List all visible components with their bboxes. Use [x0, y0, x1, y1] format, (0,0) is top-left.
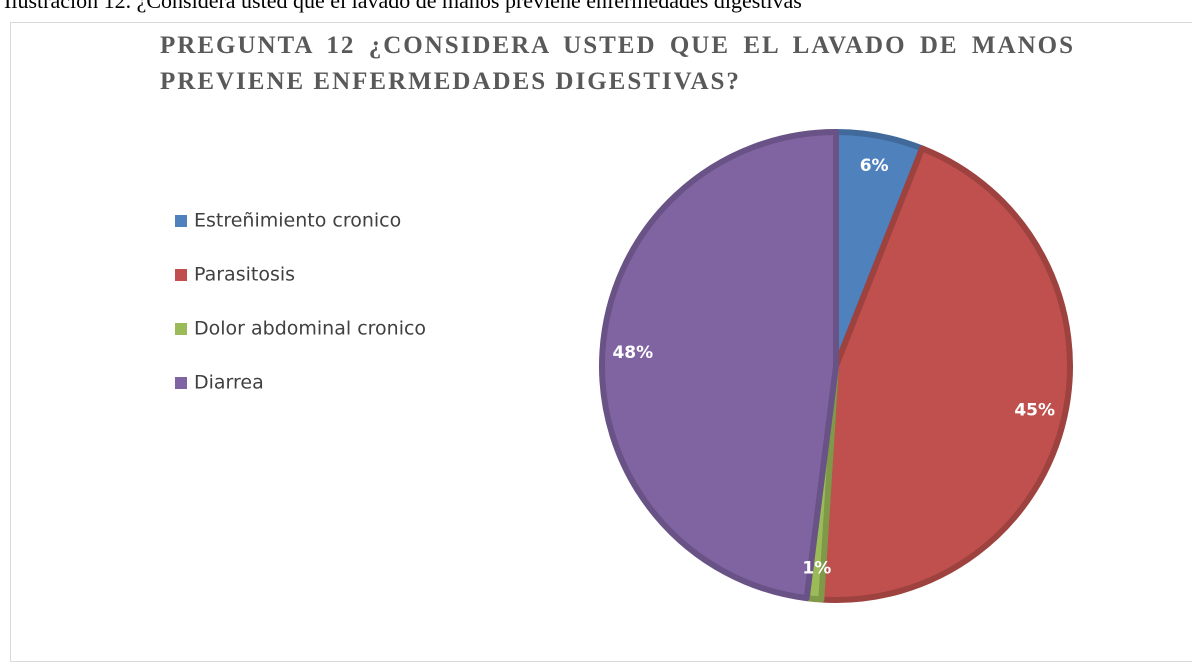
- legend-swatch: [175, 323, 187, 335]
- data-label: 6%: [860, 156, 889, 176]
- data-label: 45%: [1014, 400, 1055, 420]
- legend-label: Parasitosis: [194, 264, 295, 286]
- data-label: 1%: [802, 559, 831, 579]
- legend-swatch: [175, 269, 187, 281]
- legend-label: Diarrea: [194, 372, 264, 394]
- pie-slice: [818, 145, 1073, 603]
- chart-title: PREGUNTA 12 ¿CONSIDERA USTED QUE EL LAVA…: [160, 32, 1075, 95]
- legend-swatch: [175, 377, 187, 389]
- legend-label: Estreñimiento cronico: [194, 210, 401, 232]
- chart: 6% 45% 1% 48% Estreñimiento cronico Parasitos…: [175, 129, 1073, 603]
- legend-swatch: [175, 215, 187, 227]
- caption: Ilustración 12. ¿Considera usted que el …: [4, 0, 802, 13]
- data-label: 48%: [612, 343, 653, 363]
- legend-label: Dolor abdominal cronico: [194, 318, 426, 340]
- pie-slice: [599, 129, 839, 602]
- page: Ilustración 12. ¿Considera usted que el …: [4, 0, 1192, 662]
